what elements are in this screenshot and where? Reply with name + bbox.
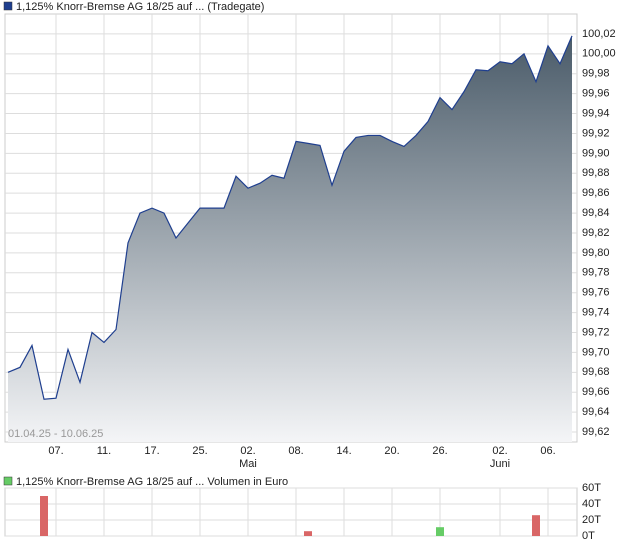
y-tick-label: 99,86	[582, 187, 610, 199]
y-tick-label: 99,94	[582, 107, 610, 119]
y-tick-label: 99,84	[582, 207, 610, 219]
bar	[436, 527, 444, 536]
y-tick-label: 99,62	[582, 426, 610, 438]
line	[7, 35, 573, 400]
x-tick-label: 25.	[192, 445, 207, 457]
bar	[40, 496, 48, 536]
month-label: Mai	[239, 458, 257, 470]
legend-swatch	[3, 476, 13, 486]
legend-swatch	[3, 1, 13, 11]
month-label: Juni	[490, 458, 510, 470]
bar	[532, 515, 540, 536]
y-tick-label: 99,70	[582, 346, 610, 358]
bar	[304, 531, 312, 536]
x-tick-label: 02.	[240, 445, 255, 457]
y-tick-label: 100,00	[582, 48, 616, 60]
y-tick-label: 99,92	[582, 127, 610, 139]
y-tick-label: 0T	[582, 530, 595, 542]
x-tick-label: 02.	[492, 445, 507, 457]
y-tick-label: 99,64	[582, 406, 610, 418]
range-label: 01.04.25 - 10.06.25	[8, 428, 103, 440]
x-tick-label: 06.	[540, 445, 555, 457]
y-tick-label: 99,66	[582, 386, 610, 398]
area	[8, 35, 572, 442]
y-tick-label: 20T	[582, 514, 601, 526]
y-tick-label: 99,76	[582, 287, 610, 299]
y-tick-label: 99,68	[582, 366, 610, 378]
y-tick-label: 99,78	[582, 267, 610, 279]
x-tick-label: 20.	[384, 445, 399, 457]
y-tick-label: 99,98	[582, 68, 610, 80]
y-tick-label: 40T	[582, 498, 601, 510]
x-tick-label: 26.	[432, 445, 447, 457]
y-tick-label: 99,72	[582, 326, 610, 338]
x-tick-label: 07.	[48, 445, 63, 457]
x-tick-label: 17.	[144, 445, 159, 457]
y-tick-label: 99,74	[582, 307, 610, 319]
plot-frame	[4, 487, 578, 537]
y-tick-label: 99,80	[582, 247, 610, 259]
y-tick-label: 99,82	[582, 227, 610, 239]
y-tick-label: 99,88	[582, 167, 610, 179]
legend-label: 1,125% Knorr-Bremse AG 18/25 auf ... Vol…	[16, 476, 288, 488]
x-tick-label: 11.	[97, 445, 111, 457]
legend-label: 1,125% Knorr-Bremse AG 18/25 auf ... (Tr…	[16, 1, 264, 13]
x-tick-label: 08.	[288, 445, 303, 457]
y-tick-label: 100,02	[582, 28, 616, 40]
y-tick-label: 99,96	[582, 88, 610, 100]
y-tick-label: 60T	[582, 482, 601, 494]
y-tick-label: 99,90	[582, 147, 610, 159]
x-tick-label: 14.	[336, 445, 351, 457]
